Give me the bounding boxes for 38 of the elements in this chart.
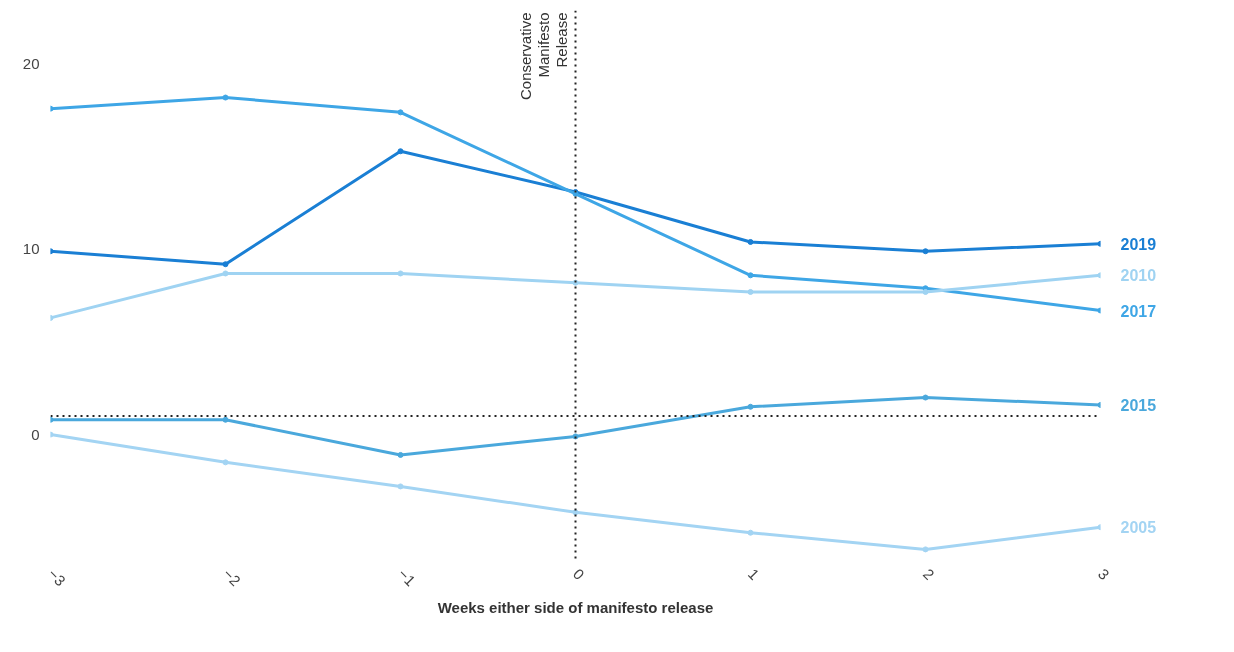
point (747, 272, 754, 279)
point (747, 529, 754, 536)
point (397, 109, 404, 116)
point (397, 270, 404, 277)
point (572, 279, 579, 286)
y-tick-label: 20 (22, 55, 40, 73)
series-label: 2017 (1120, 302, 1157, 320)
point (222, 459, 229, 466)
series-label: 2019 (1120, 235, 1157, 253)
point (222, 94, 229, 101)
series-label: 2010 (1120, 267, 1157, 285)
x-tick-label: 0 (569, 565, 588, 584)
point (222, 416, 229, 423)
y-tick-label: 0 (31, 425, 40, 443)
point (572, 509, 579, 516)
point (397, 451, 404, 458)
x-tick-label: 1 (744, 565, 763, 584)
x-tick-label: −1 (394, 565, 419, 590)
point (222, 261, 229, 268)
point (747, 403, 754, 410)
point (922, 546, 929, 553)
point (572, 433, 579, 440)
point (922, 248, 929, 255)
x-tick-label: −2 (219, 565, 244, 590)
y-tick-label: 10 (22, 240, 40, 258)
point (747, 288, 754, 295)
x-tick-label: −3 (44, 565, 69, 590)
series-label: 2005 (1120, 519, 1157, 537)
series-label: 2015 (1120, 396, 1157, 414)
point (747, 238, 754, 245)
x-tick-label: 3 (1094, 565, 1113, 584)
point (222, 270, 229, 277)
point (397, 148, 404, 155)
x-axis-title: Weeks either side of manifesto release (437, 598, 714, 616)
point (397, 483, 404, 490)
ref-line-label: Conservative Manifesto Release (516, 12, 570, 101)
x-tick-label: 2 (919, 565, 938, 584)
point (922, 394, 929, 401)
